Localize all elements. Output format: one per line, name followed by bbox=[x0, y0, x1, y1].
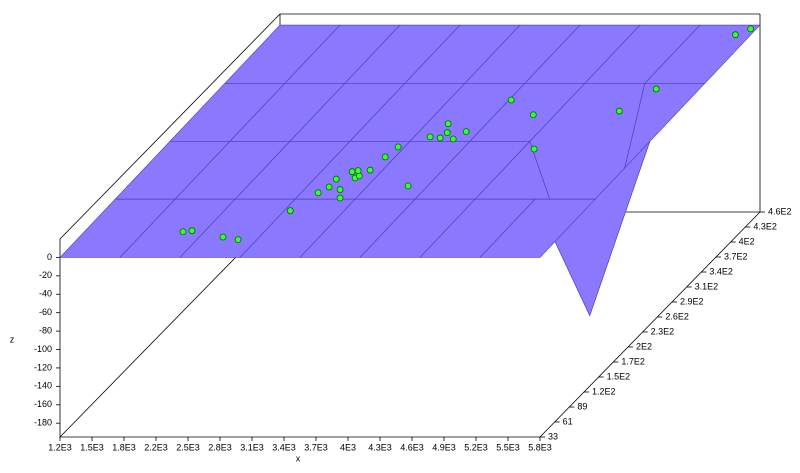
surface-cell bbox=[479, 198, 596, 258]
x-tick-label: 3.7E3 bbox=[304, 442, 328, 452]
data-point bbox=[507, 96, 515, 104]
y-tick-label: 3.7E2 bbox=[724, 251, 748, 261]
data-point bbox=[394, 143, 402, 151]
y-tick-label: 1.7E2 bbox=[621, 356, 645, 366]
data-point bbox=[314, 189, 322, 197]
x-tick-label: 5.8E3 bbox=[528, 442, 552, 452]
data-point bbox=[462, 128, 470, 136]
data-point bbox=[732, 31, 739, 39]
x-tick-label: 2.2E3 bbox=[144, 442, 168, 452]
box-edge bbox=[539, 211, 761, 438]
data-point bbox=[615, 107, 623, 115]
z-tick-label: -180 bbox=[34, 418, 52, 428]
data-point bbox=[325, 183, 333, 191]
z-tick-label: -80 bbox=[39, 325, 52, 335]
y-tick-label: 89 bbox=[577, 401, 587, 411]
data-point bbox=[286, 207, 294, 215]
data-point bbox=[348, 168, 356, 176]
box-edge bbox=[59, 13, 281, 240]
y-tick-label: 2.6E2 bbox=[665, 311, 689, 321]
y-tick-label: 2.9E2 bbox=[680, 296, 704, 306]
z-axis-label: z bbox=[10, 334, 15, 344]
data-point bbox=[652, 85, 660, 93]
z-tick-label: -120 bbox=[34, 362, 52, 372]
x-tick-label: 2.8E3 bbox=[208, 442, 232, 452]
z-tick-label: -60 bbox=[39, 307, 52, 317]
data-point bbox=[436, 134, 444, 142]
data-point bbox=[332, 175, 340, 183]
data-point bbox=[354, 167, 362, 175]
data-point bbox=[404, 182, 412, 190]
y-tick-label: 4E2 bbox=[739, 236, 755, 246]
x-axis-label: x bbox=[296, 453, 301, 463]
x-tick-label: 4.9E3 bbox=[432, 442, 456, 452]
x-tick-label: 4.3E3 bbox=[368, 442, 392, 452]
data-point bbox=[426, 133, 434, 141]
z-tick-label: -40 bbox=[39, 289, 52, 299]
data-point bbox=[747, 25, 755, 33]
x-tick-label: 2.5E3 bbox=[176, 442, 200, 452]
y-tick-label: 1.2E2 bbox=[592, 386, 616, 396]
data-point bbox=[234, 236, 242, 244]
z-tick-label: -20 bbox=[39, 270, 52, 280]
x-tick-label: 4.6E3 bbox=[400, 442, 424, 452]
data-point bbox=[529, 111, 537, 119]
data-point bbox=[366, 166, 374, 174]
x-tick-label: 5.2E3 bbox=[464, 442, 488, 452]
y-tick-label: 2E2 bbox=[636, 341, 652, 351]
y-tick-label: 61 bbox=[563, 416, 573, 426]
z-tick-label: -100 bbox=[34, 344, 52, 354]
z-tick-label: -160 bbox=[34, 399, 52, 409]
y-tick-label: 3.4E2 bbox=[709, 266, 733, 276]
y-tick-label: 33 bbox=[548, 431, 558, 441]
z-tick-label: -140 bbox=[34, 381, 52, 391]
data-point bbox=[381, 153, 389, 161]
x-tick-label: 5.5E3 bbox=[496, 442, 520, 452]
x-tick-label: 1.8E3 bbox=[112, 442, 136, 452]
data-point bbox=[188, 227, 196, 235]
y-tick-label: 3.1E2 bbox=[695, 281, 719, 291]
data-point bbox=[444, 120, 452, 128]
data-point bbox=[179, 228, 187, 236]
data-point bbox=[449, 135, 457, 143]
x-tick-label: 1.5E3 bbox=[80, 442, 104, 452]
x-tick-label: 4E3 bbox=[340, 442, 356, 452]
y-tick-label: 2.3E2 bbox=[651, 326, 675, 336]
y-tick-label: 4.6E2 bbox=[768, 206, 792, 216]
data-point bbox=[219, 233, 227, 241]
x-tick-label: 3.1E3 bbox=[240, 442, 264, 452]
y-tick-label: 4.3E2 bbox=[753, 221, 777, 231]
data-point bbox=[336, 194, 344, 202]
data-point bbox=[336, 186, 344, 193]
x-tick-label: 1.2E3 bbox=[48, 442, 72, 452]
x-tick-label: 3.4E3 bbox=[272, 442, 296, 452]
z-tick-label: 0 bbox=[47, 252, 52, 262]
data-point bbox=[443, 129, 451, 137]
y-tick-label: 1.5E2 bbox=[607, 371, 631, 381]
data-point bbox=[530, 145, 538, 153]
